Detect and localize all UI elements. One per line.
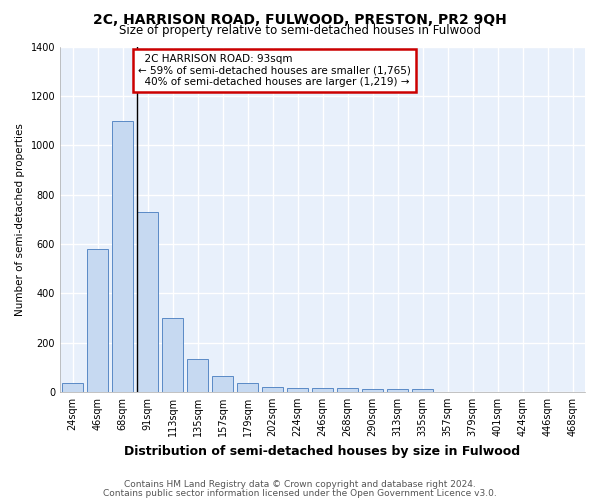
Bar <box>212 376 233 392</box>
Bar <box>112 120 133 392</box>
Text: 2C HARRISON ROAD: 93sqm
← 59% of semi-detached houses are smaller (1,765)
  40% : 2C HARRISON ROAD: 93sqm ← 59% of semi-de… <box>138 54 411 87</box>
Text: Contains HM Land Registry data © Crown copyright and database right 2024.: Contains HM Land Registry data © Crown c… <box>124 480 476 489</box>
Bar <box>87 249 108 392</box>
Bar <box>412 390 433 392</box>
Bar <box>312 388 333 392</box>
Bar <box>262 387 283 392</box>
Text: Size of property relative to semi-detached houses in Fulwood: Size of property relative to semi-detach… <box>119 24 481 37</box>
Bar <box>287 388 308 392</box>
Bar <box>362 390 383 392</box>
Y-axis label: Number of semi-detached properties: Number of semi-detached properties <box>15 123 25 316</box>
Bar <box>162 318 183 392</box>
Text: 2C, HARRISON ROAD, FULWOOD, PRESTON, PR2 9QH: 2C, HARRISON ROAD, FULWOOD, PRESTON, PR2… <box>93 12 507 26</box>
Bar <box>337 388 358 392</box>
X-axis label: Distribution of semi-detached houses by size in Fulwood: Distribution of semi-detached houses by … <box>124 444 521 458</box>
Bar <box>237 384 258 392</box>
Bar <box>62 384 83 392</box>
Bar <box>387 390 408 392</box>
Bar <box>137 212 158 392</box>
Text: Contains public sector information licensed under the Open Government Licence v3: Contains public sector information licen… <box>103 488 497 498</box>
Bar <box>187 358 208 392</box>
